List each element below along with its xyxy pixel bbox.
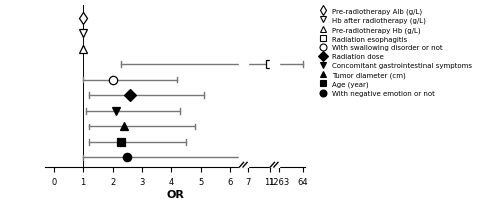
Legend: Pre-radiotherapy Alb (g/L), Hb after radiotherapy (g/L), Pre-radiotherapy Hb (g/: Pre-radiotherapy Alb (g/L), Hb after rad… [314,5,475,99]
X-axis label: OR: OR [166,189,184,199]
